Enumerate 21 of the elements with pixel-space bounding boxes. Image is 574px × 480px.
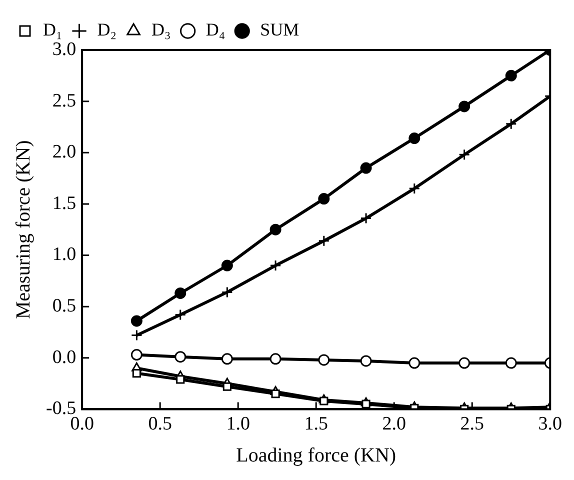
x-axis-title: Loading force (KN) [236, 444, 396, 466]
x-tick-label: 2.5 [460, 414, 484, 435]
x-tick-label: 2.0 [382, 414, 406, 435]
x-tick-label: 0.5 [148, 414, 172, 435]
legend-label: D₂ [97, 20, 117, 40]
y-axis-title: Measuring force (KN) [12, 140, 34, 320]
y-tick-label: 0.0 [52, 346, 76, 368]
legend-label: D₄ [206, 20, 226, 40]
y-tick-label: 0.5 [52, 296, 76, 317]
y-tick-label: 2.0 [52, 142, 76, 163]
x-tick-label: 1.5 [304, 414, 328, 435]
legend-label: SUM [260, 20, 300, 40]
legend-label: D₁ [43, 20, 62, 40]
y-tick-label: 1.5 [52, 192, 76, 214]
x-tick-label: 0.0 [70, 414, 94, 435]
x-tick-label: 3.0 [538, 414, 562, 435]
y-tick-label: 3.0 [52, 38, 76, 60]
y-tick-label: 2.5 [52, 90, 76, 112]
legend-label: D₃ [152, 20, 171, 40]
x-tick-label: 1.0 [226, 414, 250, 435]
y-tick-label: 1.0 [52, 244, 76, 266]
